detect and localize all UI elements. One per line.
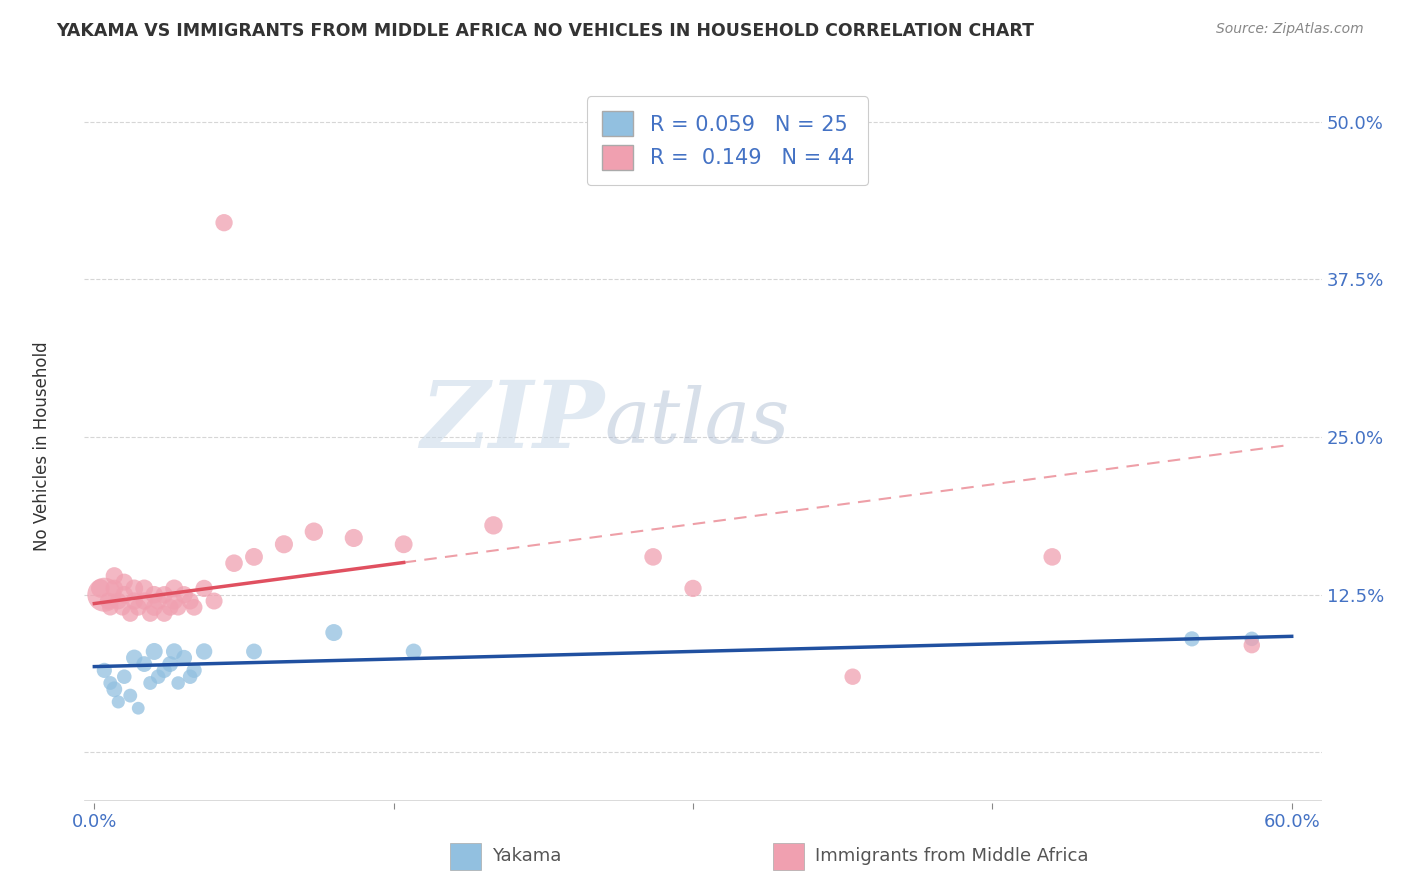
Point: [107, 594, 129, 608]
Text: YAKAMA VS IMMIGRANTS FROM MIDDLE AFRICA NO VEHICLES IN HOUSEHOLD CORRELATION CHA: YAKAMA VS IMMIGRANTS FROM MIDDLE AFRICA …: [56, 22, 1035, 40]
Point: [98, 676, 121, 690]
Point: [193, 644, 215, 658]
Legend: R = 0.059   N = 25, R =  0.149   N = 44: R = 0.059 N = 25, R = 0.149 N = 44: [588, 96, 869, 185]
Point: [134, 582, 156, 596]
Point: [212, 216, 235, 230]
Point: [202, 594, 225, 608]
Text: Yakama: Yakama: [492, 847, 561, 865]
Point: [153, 588, 176, 602]
Point: [682, 582, 704, 596]
Text: No Vehicles in Household: No Vehicles in Household: [34, 341, 51, 551]
Point: [841, 670, 863, 684]
Point: [103, 682, 125, 697]
Point: [143, 644, 166, 658]
Text: Source: ZipAtlas.com: Source: ZipAtlas.com: [1216, 22, 1364, 37]
Point: [167, 676, 190, 690]
Point: [482, 518, 505, 533]
Point: [103, 582, 125, 596]
Point: [120, 689, 142, 703]
Point: [159, 657, 181, 671]
Point: [148, 594, 170, 608]
Point: [1181, 632, 1204, 646]
Point: [148, 670, 170, 684]
Point: [134, 657, 156, 671]
Point: [243, 644, 266, 658]
Point: [273, 537, 295, 551]
Point: [122, 582, 145, 596]
Point: [98, 600, 121, 615]
Point: [112, 670, 135, 684]
Point: [179, 594, 201, 608]
Text: atlas: atlas: [605, 385, 789, 459]
Point: [127, 600, 149, 615]
Point: [112, 575, 135, 590]
Point: [103, 569, 125, 583]
Point: [122, 650, 145, 665]
Point: [143, 600, 166, 615]
Point: [93, 588, 115, 602]
Point: [143, 588, 166, 602]
Point: [89, 582, 111, 596]
Point: [193, 582, 215, 596]
Point: [1240, 638, 1263, 652]
Point: [322, 625, 344, 640]
Point: [183, 664, 205, 678]
Point: [167, 600, 190, 615]
Point: [222, 556, 245, 570]
Point: [107, 695, 129, 709]
Point: [163, 582, 186, 596]
Point: [122, 594, 145, 608]
Point: [139, 676, 162, 690]
Point: [163, 594, 186, 608]
Point: [97, 594, 120, 608]
Point: [120, 607, 142, 621]
Point: [1040, 549, 1063, 564]
Point: [302, 524, 325, 539]
Point: [163, 644, 186, 658]
Point: [173, 588, 195, 602]
Point: [159, 600, 181, 615]
Point: [243, 549, 266, 564]
Point: [392, 537, 415, 551]
Text: ZIP: ZIP: [420, 377, 605, 467]
Point: [139, 607, 162, 621]
Point: [127, 701, 149, 715]
Point: [643, 549, 665, 564]
Point: [183, 600, 205, 615]
Point: [179, 670, 201, 684]
Point: [111, 600, 134, 615]
Point: [112, 588, 135, 602]
Point: [343, 531, 366, 545]
Point: [134, 594, 156, 608]
Point: [93, 664, 115, 678]
Point: [402, 644, 425, 658]
Point: [173, 650, 195, 665]
Point: [153, 607, 176, 621]
Text: Immigrants from Middle Africa: Immigrants from Middle Africa: [815, 847, 1090, 865]
Point: [1240, 632, 1263, 646]
Point: [153, 664, 176, 678]
